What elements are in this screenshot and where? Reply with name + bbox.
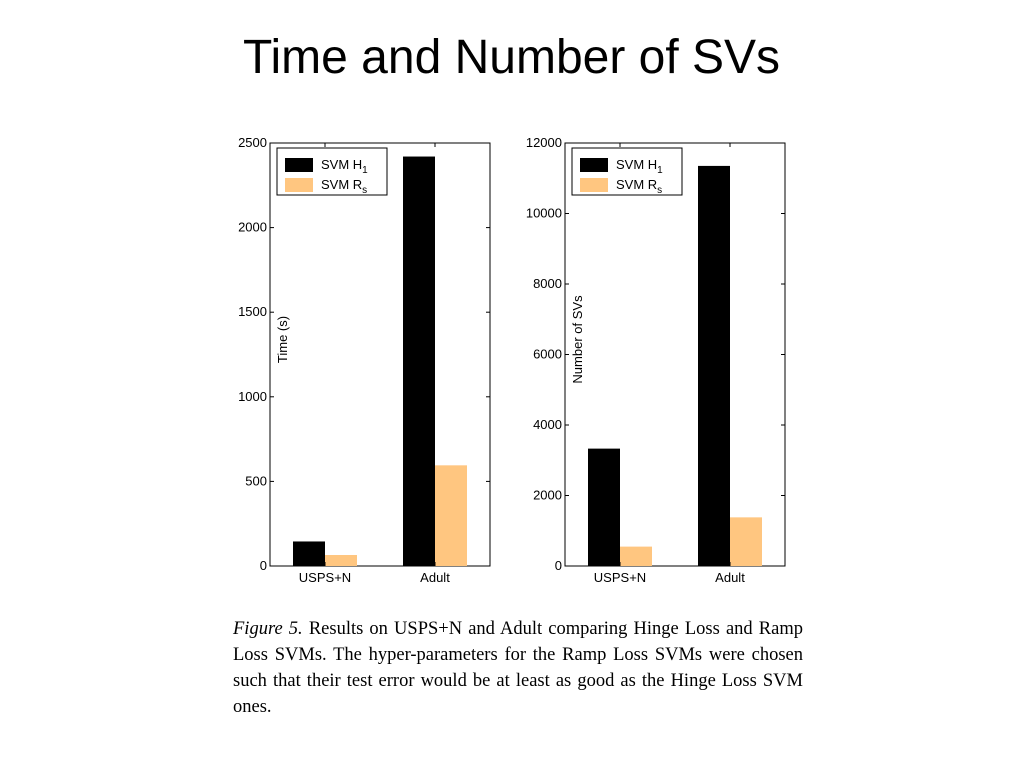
- y-tick-label: 2000: [533, 488, 562, 503]
- legend-label-main: SVM R: [616, 177, 657, 192]
- figure-caption: Figure 5. Results on USPS+N and Adult co…: [233, 616, 803, 720]
- y-tick-label: 12000: [526, 135, 562, 150]
- caption-figure-label: Figure 5.: [233, 619, 303, 639]
- bar-adult-series-1: [698, 165, 730, 566]
- legend-label-main: SVM H: [616, 157, 657, 172]
- y-axis-label: Time (s): [275, 316, 290, 363]
- y-tick-label: 1500: [238, 304, 267, 319]
- legend-label-series-2: SVM Rs: [616, 177, 662, 196]
- x-tick-label: USPS+N: [299, 570, 351, 585]
- legend-label-main: SVM R: [321, 177, 362, 192]
- y-tick-label: 6000: [533, 347, 562, 362]
- y-tick-label: 4000: [533, 417, 562, 432]
- caption-text: Results on USPS+N and Adult comparing Hi…: [233, 619, 803, 717]
- legend-label-subscript: 1: [362, 165, 368, 176]
- plot-frame: [269, 142, 491, 567]
- y-tick-label: 2500: [238, 135, 267, 150]
- slide-title: Time and Number of SVs: [242, 31, 781, 84]
- legend-label-series-2: SVM Rs: [321, 177, 367, 196]
- legend-label-series-1: SVM H1: [321, 157, 368, 176]
- y-tick-label: 10000: [526, 206, 562, 221]
- legend-label-subscript: s: [362, 185, 367, 196]
- legend-swatch-series-1: [580, 158, 608, 172]
- legend-swatch-series-1: [285, 158, 313, 172]
- bar-adult-series-1: [403, 156, 435, 566]
- legend-swatch-series-2: [580, 178, 608, 192]
- svs-bar-chart: 0 2000 4000 6000 8000 10000 12000 USPS+N Adult Nu…: [526, 135, 786, 585]
- bar-adult-series-2: [730, 517, 762, 566]
- bar-usps-n-series-1: [293, 541, 325, 566]
- x-tick-label: USPS+N: [594, 570, 646, 585]
- y-tick-label: 1000: [238, 389, 267, 404]
- bar-usps-n-series-1: [588, 448, 620, 566]
- x-tick-label: Adult: [420, 570, 450, 585]
- y-tick-label: 8000: [533, 276, 562, 291]
- bar-usps-n-series-2: [620, 546, 652, 566]
- legend-label-subscript: 1: [657, 165, 663, 176]
- y-axis-label: Number of SVs: [570, 295, 585, 384]
- y-tick-label: 0: [555, 558, 562, 573]
- legend-swatch-series-2: [285, 178, 313, 192]
- x-tick-label: Adult: [715, 570, 745, 585]
- legend-label-subscript: s: [657, 185, 662, 196]
- y-tick-label: 500: [245, 473, 267, 488]
- y-tick-label: 0: [260, 558, 267, 573]
- bar-adult-series-2: [435, 465, 467, 566]
- legend-label-series-1: SVM H1: [616, 157, 663, 176]
- legend-label-main: SVM H: [321, 157, 362, 172]
- time-bar-chart: 0 500 1000 1500 2000 2500 USPS+N Adult Time (s) S…: [238, 135, 491, 585]
- bar-usps-n-series-2: [325, 555, 357, 566]
- y-tick-label: 2000: [238, 220, 267, 235]
